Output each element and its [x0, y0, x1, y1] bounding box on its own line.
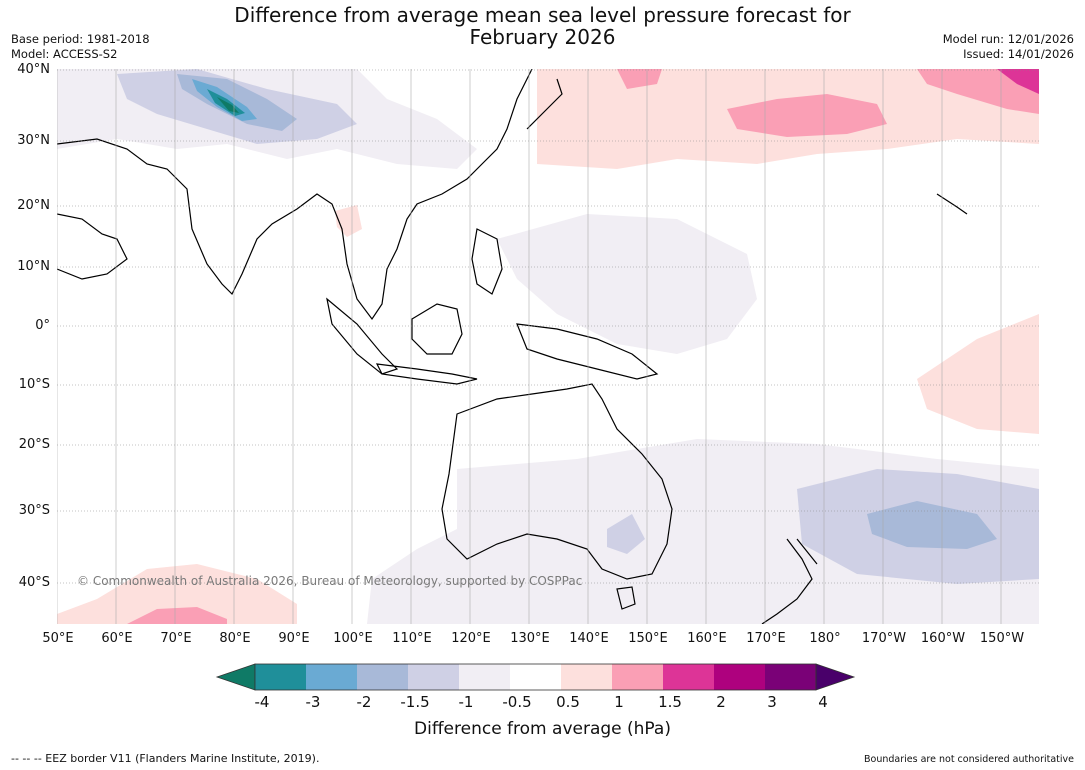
lon-label-100e: 100°E: [333, 631, 373, 646]
colorbar-tick: 3: [767, 693, 777, 711]
coast-japan: [526, 78, 563, 130]
anomaly-southwest-2: [127, 607, 227, 624]
coast-australia: [441, 383, 673, 580]
lon-label-80e: 80°E: [219, 631, 251, 646]
lon-label-130e: 130°E: [510, 631, 550, 646]
issued-date: Issued: 14/01/2026: [963, 47, 1074, 61]
colorbar-swatch: [255, 664, 306, 690]
lat-label-20n: 20°N: [17, 198, 50, 213]
lon-label-160e: 160°E: [687, 631, 727, 646]
anomaly-south-3: [867, 501, 997, 549]
meridians: [57, 69, 1002, 624]
colorbar-label: Difference from average (hPa): [414, 719, 671, 739]
lon-label-70e: 70°E: [160, 631, 192, 646]
lon-label-60e: 60°E: [101, 631, 133, 646]
coast-tasmania: [616, 586, 636, 610]
colorbar-swatch: [765, 664, 816, 690]
lat-label-40s: 40°S: [18, 575, 50, 590]
anomaly-positive-epacific: [917, 314, 1039, 434]
lon-label-170e: 170°E: [746, 631, 786, 646]
model-name: Model: ACCESS-S2: [11, 47, 118, 61]
anomaly-npacific-3: [727, 94, 887, 137]
anomaly-himalaya-5: [217, 97, 239, 113]
colorbar-extension-high: [815, 663, 856, 691]
coast-java: [375, 363, 478, 385]
coast-india-asia: [57, 69, 533, 321]
lon-label-110e: 110°E: [392, 631, 432, 646]
colorbar-tick: -1: [458, 693, 474, 711]
colorbar-tick: -4: [254, 693, 270, 711]
colorbar-swatch: [306, 664, 357, 690]
map-title: Difference from average mean sea level p…: [0, 4, 1085, 48]
anomaly-fields: [57, 69, 1039, 624]
anomaly-npacific-5: [997, 69, 1039, 94]
colorbar-swatch: [510, 664, 561, 690]
base-period: Base period: 1981-2018: [11, 32, 150, 46]
colorbar: [215, 663, 856, 691]
lat-label-10s: 10°S: [18, 377, 50, 392]
anomaly-npacific-4: [917, 69, 1039, 114]
colorbar-tick: 1.5: [658, 693, 682, 711]
lon-label-150e: 150°E: [628, 631, 668, 646]
coast-hawaii: [936, 193, 968, 215]
anomaly-australia-south: [607, 514, 645, 554]
colorbar-swatch: [459, 664, 510, 690]
boundaries-disclaimer: Boundaries are not considered authoritat…: [864, 754, 1074, 765]
coast-newzealand: [761, 538, 818, 624]
colorbar-swatch: [408, 664, 459, 690]
colorbar-frame: [254, 663, 817, 691]
pressure-anomaly-map[interactable]: [57, 69, 1039, 624]
meta-right: Model run: 12/01/2026 Issued: 14/01/2026: [943, 32, 1074, 62]
coast-borneo: [411, 303, 463, 355]
lon-label-150w: 150°W: [979, 631, 1025, 646]
colorbar-tick: -0.5: [502, 693, 532, 711]
colorbar-tick: -3: [305, 693, 321, 711]
colorbar-tick: -1.5: [400, 693, 430, 711]
colorbar-tick: 4: [818, 693, 828, 711]
lat-label-20s: 20°S: [18, 437, 50, 452]
lon-label-140e: 140°E: [569, 631, 609, 646]
model-run: Model run: 12/01/2026: [942, 32, 1074, 46]
colorbar-tick: 0.5: [556, 693, 580, 711]
lon-label-160w: 160°W: [920, 631, 966, 646]
lat-label-30s: 30°S: [18, 503, 50, 518]
meta-left: Base period: 1981-2018 Model: ACCESS-S2: [11, 32, 150, 62]
coast-arabia: [57, 213, 128, 280]
coast-philippines: [471, 228, 503, 295]
colorbar-swatch: [357, 664, 408, 690]
lon-label-120e: 120°E: [451, 631, 491, 646]
colorbar-swatch: [612, 664, 663, 690]
lat-label-equator: 0°: [35, 318, 50, 333]
anomaly-negative-wpacific: [497, 214, 757, 354]
map-title-line2: February 2026: [469, 25, 616, 49]
eez-legend: -- -- -- EEZ border V11 (Flanders Marine…: [11, 752, 320, 765]
colorbar-tick: 1: [614, 693, 624, 711]
lat-label-40n: 40°N: [17, 62, 50, 77]
colorbar-extension-low: [215, 663, 256, 691]
lon-label-170w: 170°W: [861, 631, 907, 646]
colorbar-swatch: [714, 664, 765, 690]
colorbar-swatch: [663, 664, 714, 690]
lat-label-30n: 30°N: [17, 133, 50, 148]
colorbar-tick: -2: [356, 693, 372, 711]
map-title-line1: Difference from average mean sea level p…: [234, 3, 851, 27]
lon-label-90e: 90°E: [278, 631, 310, 646]
coastlines: [57, 69, 968, 624]
copyright-notice: © Commonwealth of Australia 2026, Bureau…: [77, 574, 583, 588]
anomaly-positive-southwest: [57, 564, 297, 624]
anomaly-npacific-2: [617, 69, 662, 89]
lon-label-50e: 50°E: [42, 631, 74, 646]
lat-label-10n: 10°N: [17, 259, 50, 274]
colorbar-tick: 2: [716, 693, 726, 711]
colorbar-swatch: [561, 664, 612, 690]
coast-sumatra: [326, 297, 399, 375]
lon-label-180: 180°: [809, 631, 841, 646]
